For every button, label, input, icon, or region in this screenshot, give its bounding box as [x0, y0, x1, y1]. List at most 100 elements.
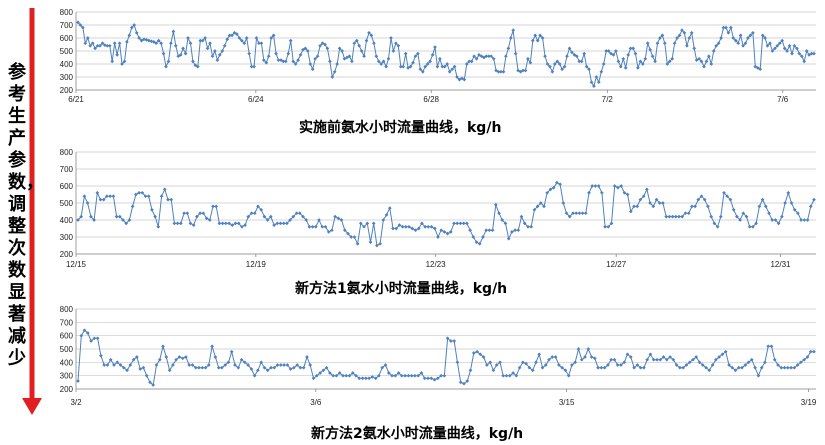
data-point: [111, 194, 116, 199]
data-point: [720, 352, 725, 357]
data-point: [589, 355, 594, 359]
data-point: [596, 365, 600, 370]
data-point: [606, 363, 610, 367]
y-tick-label: 300: [60, 372, 74, 381]
y-tick-label: 600: [60, 182, 74, 191]
data-point: [110, 59, 115, 64]
data-point: [685, 43, 689, 48]
data-point: [429, 224, 434, 229]
data-point: [278, 363, 283, 367]
data-point: [93, 46, 97, 51]
data-point: [164, 355, 169, 359]
data-point: [707, 54, 711, 59]
data-point: [310, 224, 315, 229]
data-point: [217, 221, 222, 226]
data-point: [359, 49, 364, 53]
chart-before-title: 实施前氨水小时流量曲线，kg/h: [299, 120, 502, 136]
data-point: [313, 224, 318, 229]
data-point: [636, 66, 640, 70]
data-point: [468, 368, 473, 373]
data-point: [572, 53, 577, 57]
data-point: [213, 355, 218, 359]
data-point: [690, 204, 694, 209]
data-point: [200, 365, 205, 370]
series-line: [77, 22, 814, 88]
data-point: [328, 59, 332, 64]
data-point: [181, 46, 185, 51]
data-point: [156, 38, 161, 43]
data-point: [227, 221, 231, 226]
data-point: [616, 59, 621, 64]
x-tick-label: 6/21: [68, 95, 84, 104]
data-point: [340, 49, 344, 53]
data-point: [529, 224, 534, 229]
data-point: [166, 197, 170, 202]
data-point: [436, 235, 440, 239]
data-point: [577, 211, 582, 216]
data-point: [455, 221, 460, 226]
data-point: [254, 36, 259, 40]
data-point: [458, 221, 463, 226]
data-point: [349, 235, 354, 239]
data-point: [645, 41, 650, 46]
data-point: [592, 84, 596, 88]
data-point: [528, 60, 533, 65]
data-point: [643, 56, 648, 61]
data-point: [601, 62, 606, 66]
data-point: [684, 363, 689, 367]
data-point: [229, 349, 234, 354]
data-point: [748, 33, 753, 38]
data-point: [425, 62, 430, 66]
data-point: [582, 51, 587, 56]
data-point: [129, 25, 134, 30]
data-point: [489, 54, 494, 59]
data-point: [365, 221, 370, 226]
data-point: [355, 241, 360, 246]
data-point: [339, 218, 344, 222]
data-point: [773, 46, 777, 51]
data-point: [599, 69, 604, 74]
data-point: [367, 376, 371, 381]
data-point: [812, 197, 816, 202]
data-point: [141, 365, 146, 370]
data-point: [301, 365, 306, 370]
data-point: [95, 43, 100, 48]
y-tick-label: 800: [60, 148, 74, 157]
data-point: [282, 363, 286, 367]
data-point: [728, 197, 733, 202]
data-point: [313, 56, 318, 61]
data-point: [622, 190, 627, 195]
data-point: [210, 344, 214, 349]
data-point: [435, 64, 440, 69]
data-point: [115, 53, 119, 57]
data-point: [511, 371, 515, 375]
data-point: [769, 344, 774, 349]
data-point: [83, 41, 88, 46]
data-point: [122, 59, 127, 64]
data-point: [182, 211, 186, 216]
data-point: [214, 204, 219, 209]
data-point: [342, 228, 347, 233]
data-point: [485, 363, 489, 367]
data-point: [432, 377, 437, 382]
y-tick-label: 300: [60, 233, 74, 242]
data-point: [308, 363, 313, 367]
data-point: [230, 33, 234, 38]
x-tick-label: 3/19: [801, 398, 817, 407]
x-tick-label: 3/15: [559, 398, 575, 407]
x-tick-label: 12/15: [66, 260, 87, 269]
data-point: [625, 192, 630, 197]
data-point: [516, 228, 521, 233]
data-point: [95, 336, 100, 341]
data-point: [662, 41, 667, 46]
data-point: [718, 214, 723, 219]
data-point: [362, 224, 366, 229]
data-point: [166, 59, 171, 64]
data-point: [661, 201, 665, 205]
data-point: [352, 235, 357, 239]
data-point: [789, 365, 793, 370]
data-point: [650, 54, 655, 59]
y-tick-label: 400: [60, 216, 74, 225]
data-point: [217, 53, 222, 57]
data-point: [108, 357, 113, 362]
